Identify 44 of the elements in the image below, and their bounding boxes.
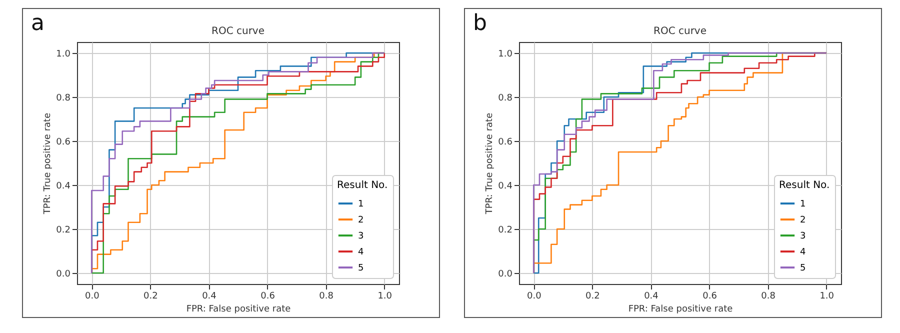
x-tick-label: 1.0 bbox=[820, 292, 834, 302]
x-tick-label: 0.0 bbox=[526, 292, 542, 302]
y-tick-label: 0.6 bbox=[56, 138, 71, 148]
legend-label: 1 bbox=[800, 200, 806, 210]
legend-title: Result No. bbox=[779, 180, 830, 191]
chart-title: ROC curve bbox=[654, 26, 706, 37]
text: b bbox=[473, 11, 487, 37]
x-tick-label: 1.0 bbox=[378, 292, 392, 302]
y-tick-label: 0.6 bbox=[498, 138, 513, 148]
legend-label: 3 bbox=[358, 232, 364, 242]
legend-label: 5 bbox=[358, 264, 364, 274]
legend-label: 5 bbox=[800, 264, 806, 274]
x-tick-label: 0.8 bbox=[319, 292, 334, 302]
y-tick-label: 1.0 bbox=[498, 50, 513, 60]
x-tick-label: 0.4 bbox=[644, 292, 659, 302]
y-tick-label: 0.2 bbox=[498, 226, 512, 236]
legend-label: 2 bbox=[800, 216, 806, 226]
legend-label: 4 bbox=[358, 248, 364, 258]
y-axis-title: TPR: True positive rate bbox=[485, 112, 496, 216]
y-tick-label: 0.0 bbox=[56, 270, 71, 280]
y-tick-label: 0.4 bbox=[498, 182, 513, 192]
x-axis-title: FPR: False positive rate bbox=[628, 304, 734, 314]
y-tick-label: 0.2 bbox=[56, 226, 70, 236]
legend-label: 4 bbox=[800, 248, 806, 258]
y-tick-label: 0.8 bbox=[56, 94, 71, 104]
chart-title: ROC curve bbox=[212, 26, 264, 37]
x-tick-label: 0.6 bbox=[260, 292, 276, 302]
x-tick-label: 0.6 bbox=[702, 292, 718, 302]
y-tick-label: 1.0 bbox=[56, 50, 71, 60]
legend-label: 3 bbox=[800, 232, 806, 242]
y-axis-title: TPR: True positive rate bbox=[43, 112, 54, 216]
x-tick-label: 0.0 bbox=[84, 292, 100, 302]
y-tick-label: 0.0 bbox=[498, 270, 513, 280]
x-axis-title: FPR: False positive rate bbox=[186, 304, 292, 314]
legend-label: 1 bbox=[358, 200, 364, 210]
legend-label: 2 bbox=[358, 216, 364, 226]
x-tick-label: 0.8 bbox=[761, 292, 776, 302]
legend-title: Result No. bbox=[337, 180, 388, 191]
x-tick-label: 0.2 bbox=[586, 292, 600, 302]
y-tick-label: 0.8 bbox=[498, 94, 513, 104]
text: a bbox=[31, 11, 44, 37]
x-tick-label: 0.2 bbox=[144, 292, 158, 302]
x-tick-label: 0.4 bbox=[202, 292, 217, 302]
y-tick-label: 0.4 bbox=[56, 182, 71, 192]
